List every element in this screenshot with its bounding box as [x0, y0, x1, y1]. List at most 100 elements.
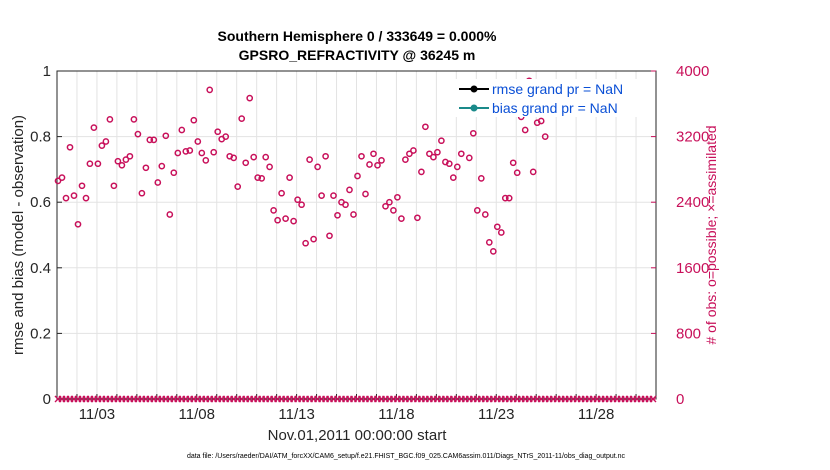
- possible-obs-point: [310, 235, 317, 243]
- left-tick-label: 0.6: [30, 194, 51, 211]
- possible-obs-point: [210, 148, 218, 156]
- possible-obs-point: [521, 126, 529, 134]
- possible-obs-point: [465, 154, 473, 162]
- x-axis-ticks: 11/03 11/08 11/13 11/18 11/23 11/28: [76, 394, 637, 423]
- possible-obs-point: [234, 183, 242, 190]
- x-tick-label: 11/13: [278, 406, 314, 423]
- possible-obs-point: [541, 133, 549, 140]
- possible-obs-point: [186, 147, 194, 154]
- possible-obs-point: [537, 117, 545, 125]
- possible-obs-point: [314, 163, 321, 171]
- possible-obs-point: [449, 174, 457, 181]
- possible-obs-point: [445, 160, 453, 168]
- legend: rmse grand pr = NaN bias grand pr = NaN: [448, 79, 648, 117]
- possible-obs-point: [505, 194, 513, 202]
- possible-obs-point: [102, 138, 110, 145]
- legend-box: [448, 79, 648, 117]
- right-tick-label: 0: [676, 391, 684, 408]
- possible-obs-point: [86, 160, 94, 168]
- possible-obs-point: [326, 232, 333, 240]
- left-tick-label: 0.4: [30, 260, 51, 277]
- possible-obs-point: [206, 86, 214, 94]
- possible-obs-point: [70, 192, 78, 199]
- possible-obs-point: [174, 149, 182, 157]
- possible-obs-point: [122, 156, 130, 163]
- possible-obs-point: [294, 196, 301, 204]
- legend-rmse-label: rmse grand pr = NaN: [492, 81, 623, 97]
- possible-obs-point: [330, 192, 337, 199]
- possible-obs-point: [246, 94, 254, 102]
- possible-obs-point: [366, 161, 373, 168]
- gridlines: [57, 71, 656, 399]
- possible-obs-point: [473, 207, 481, 214]
- possible-obs-point: [82, 194, 90, 202]
- possible-obs-point: [489, 248, 497, 255]
- possible-obs-point: [306, 156, 313, 163]
- possible-obs-point: [398, 215, 405, 222]
- possible-obs-point: [94, 160, 102, 168]
- right-tick-label: 2400: [676, 194, 709, 211]
- possible-obs-point: [457, 150, 465, 158]
- possible-obs-point: [126, 152, 134, 160]
- possible-obs-point: [262, 153, 270, 161]
- x-tick-label: 11/08: [179, 406, 215, 423]
- possible-obs-point: [290, 217, 297, 225]
- right-tick-label: 800: [676, 325, 701, 342]
- possible-obs-point: [242, 159, 250, 167]
- possible-obs-point: [402, 156, 409, 163]
- possible-obs-point: [230, 154, 238, 162]
- possible-obs-point: [138, 189, 146, 197]
- right-tick-label: 3200: [676, 129, 709, 146]
- possible-obs-point: [166, 211, 174, 218]
- possible-obs-point: [250, 153, 258, 161]
- possible-obs-point: [278, 189, 285, 197]
- possible-obs-point: [282, 215, 289, 222]
- assimilated-markers: [54, 395, 657, 403]
- possible-obs-point: [202, 157, 210, 164]
- right-tick-label: 1600: [676, 260, 709, 277]
- possible-obs-point: [62, 194, 70, 202]
- possible-obs-point: [477, 175, 485, 182]
- possible-obs-point: [106, 116, 114, 123]
- possible-obs-point: [254, 174, 262, 181]
- possible-obs-point: [74, 220, 82, 228]
- possible-obs-point: [146, 136, 154, 144]
- possible-obs-point: [58, 174, 66, 181]
- possible-obs-point: [422, 123, 429, 131]
- possible-obs-point: [158, 162, 166, 170]
- possible-obs-point: [410, 147, 417, 154]
- possible-obs-point: [485, 239, 493, 246]
- x-tick-label: 11/03: [79, 406, 115, 423]
- possible-obs-point: [418, 168, 425, 176]
- left-tick-label: 0: [43, 391, 51, 408]
- possible-obs-point: [513, 169, 521, 177]
- possible-obs-point: [350, 211, 357, 218]
- possible-obs-point: [118, 161, 126, 169]
- legend-rmse-marker: [470, 85, 478, 93]
- possible-obs-point: [378, 157, 385, 164]
- possible-obs-point: [114, 157, 122, 165]
- left-axis-ticks: 0 0.2 0.4 0.6 0.8 1: [30, 63, 62, 408]
- legend-bias-marker: [470, 104, 478, 112]
- possible-obs-point: [90, 124, 98, 131]
- possible-obs-point: [238, 115, 246, 122]
- possible-obs-point: [453, 163, 461, 171]
- possible-obs-point: [386, 198, 393, 206]
- possible-obs-point: [298, 201, 305, 209]
- possible-obs-point: [258, 175, 266, 182]
- legend-bias-label: bias grand pr = NaN: [492, 100, 618, 116]
- x-axis-label: Nov.01,2011 00:00:00 start: [268, 427, 448, 444]
- y-axis-left-label: rmse and bias (model - observation): [10, 115, 27, 355]
- possible-obs-point: [529, 168, 537, 176]
- possible-obs-point: [130, 116, 138, 123]
- possible-obs-point: [346, 186, 353, 194]
- possible-obs-point: [190, 116, 198, 124]
- possible-obs-point: [374, 161, 381, 169]
- possible-obs-point: [497, 229, 505, 236]
- right-axis-ticks: 0 800 1600 2400 3200 4000: [651, 63, 709, 408]
- possible-obs-point: [342, 201, 349, 209]
- x-tick-label: 11/23: [478, 406, 514, 423]
- possible-obs-point: [78, 182, 86, 190]
- possible-obs-point: [150, 136, 158, 144]
